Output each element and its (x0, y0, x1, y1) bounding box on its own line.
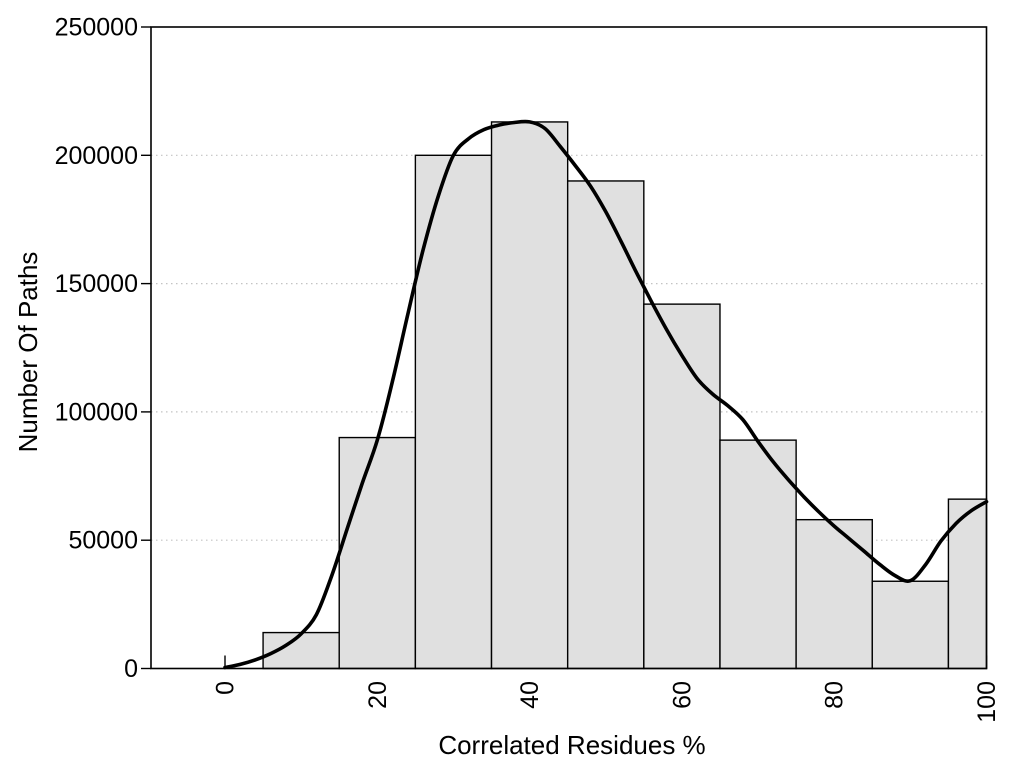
y-tick-label: 100000 (55, 398, 138, 426)
histogram-bar (643, 303, 721, 670)
histogram-bar (490, 121, 569, 670)
y-tick-label: 0 (124, 655, 138, 683)
y-axis-title: Number Of Paths (13, 252, 43, 453)
y-tick-label: 50000 (68, 527, 138, 555)
x-tick-label: 0 (212, 681, 240, 695)
x-tick-label: 60 (668, 681, 696, 709)
histogram-bar (795, 518, 873, 670)
x-axis-tick-labels: 0 20 40 60 80 100 (212, 681, 1002, 723)
x-tick-label: 80 (821, 681, 849, 709)
y-tick-label: 250000 (55, 14, 138, 42)
y-tick-label: 150000 (55, 270, 138, 298)
density-curve (223, 119, 989, 670)
y-tick-label: 200000 (55, 142, 138, 170)
histogram-bar (414, 154, 493, 670)
histogram-bar (338, 436, 417, 670)
x-tick-label: 20 (364, 681, 392, 709)
x-tick-label: 40 (516, 681, 544, 709)
histogram-bar (566, 180, 645, 670)
y-axis-ticks (141, 26, 151, 670)
histogram-bar (871, 580, 950, 670)
histogram-bars (262, 121, 988, 670)
x-axis-title: Correlated Residues % (438, 730, 705, 760)
x-tick-label: 100 (973, 681, 1001, 723)
plot-frame (150, 26, 988, 670)
y-axis-tick-labels: 0 50000 100000 150000 200000 250000 (55, 14, 138, 684)
